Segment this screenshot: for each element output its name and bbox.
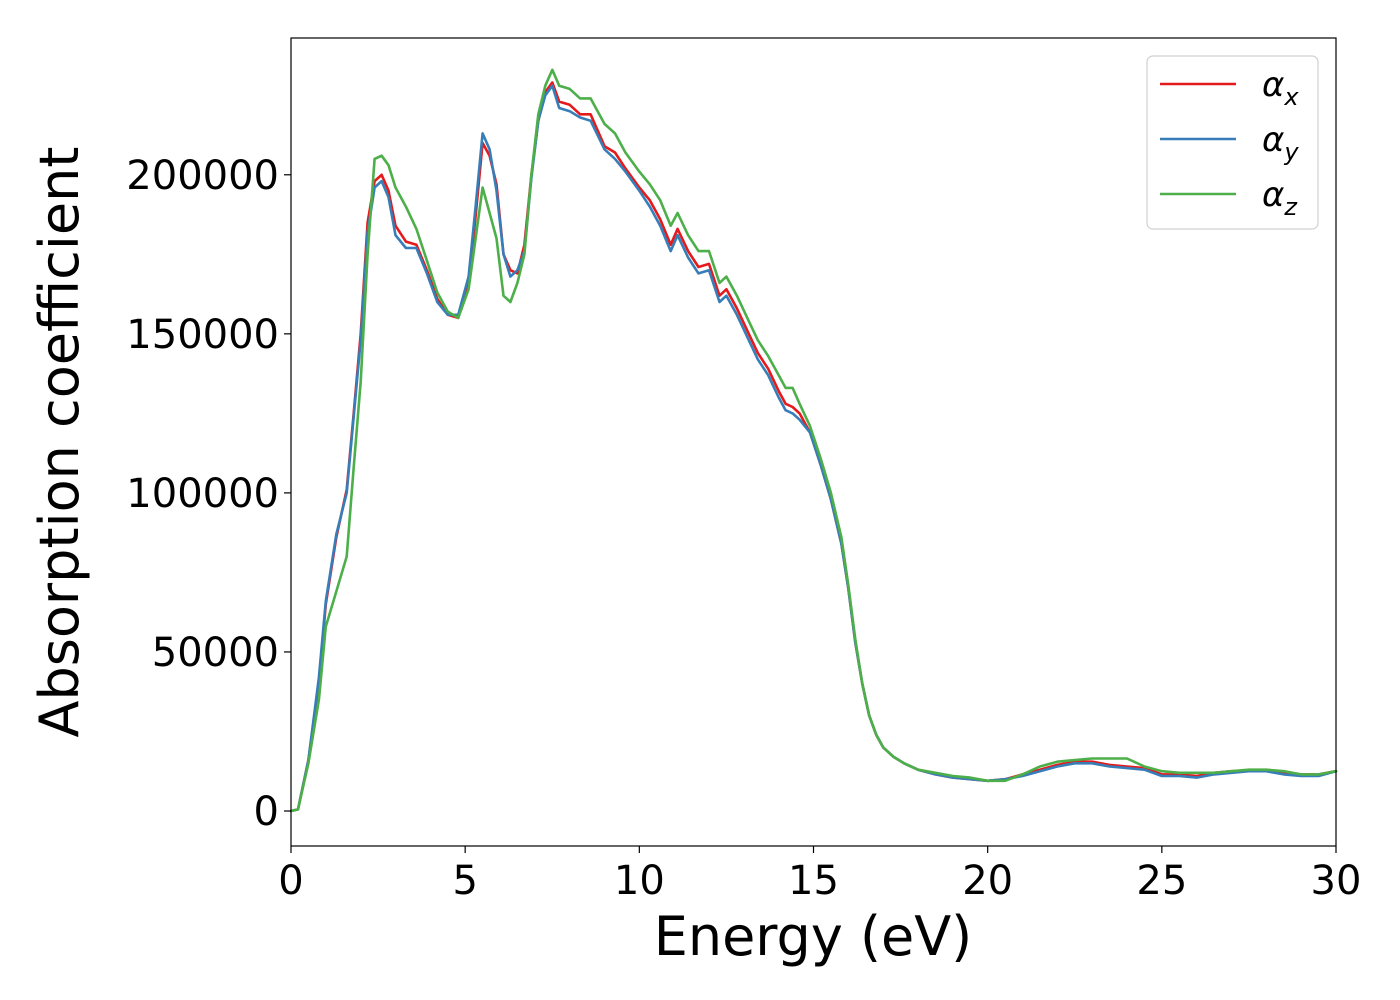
x-tick-label: 25	[1136, 858, 1187, 904]
legend-label-z: αz	[1262, 175, 1298, 221]
y-tick-label: 50000	[152, 630, 279, 676]
y-tick-label: 150000	[126, 312, 279, 358]
y-tick-label: 0	[254, 789, 279, 835]
series-line-y	[289, 84, 1338, 813]
x-tick-label: 20	[962, 858, 1013, 904]
x-tick-label: 0	[278, 858, 303, 904]
y-tick-label: 100000	[126, 471, 279, 517]
series-layer	[289, 68, 1338, 813]
legend-label-x: αx	[1262, 65, 1299, 111]
x-tick-label: 5	[452, 858, 477, 904]
legend-label-y: αy	[1262, 120, 1299, 166]
legend: αx αy αz	[1146, 55, 1319, 230]
ticks-layer: 0 5 10 15 20 25 30 0 50000 100000 150000 200000	[126, 153, 1361, 904]
y-axis-title: Absorption coefficient	[28, 147, 91, 738]
legend-box	[1146, 55, 1319, 230]
x-axis-title: Energy (eV)	[654, 905, 973, 968]
x-tick-label: 15	[788, 858, 839, 904]
y-tick-label: 200000	[126, 153, 279, 199]
x-tick-label: 30	[1311, 858, 1362, 904]
series-line-z	[289, 68, 1338, 813]
x-tick-label: 10	[614, 858, 665, 904]
